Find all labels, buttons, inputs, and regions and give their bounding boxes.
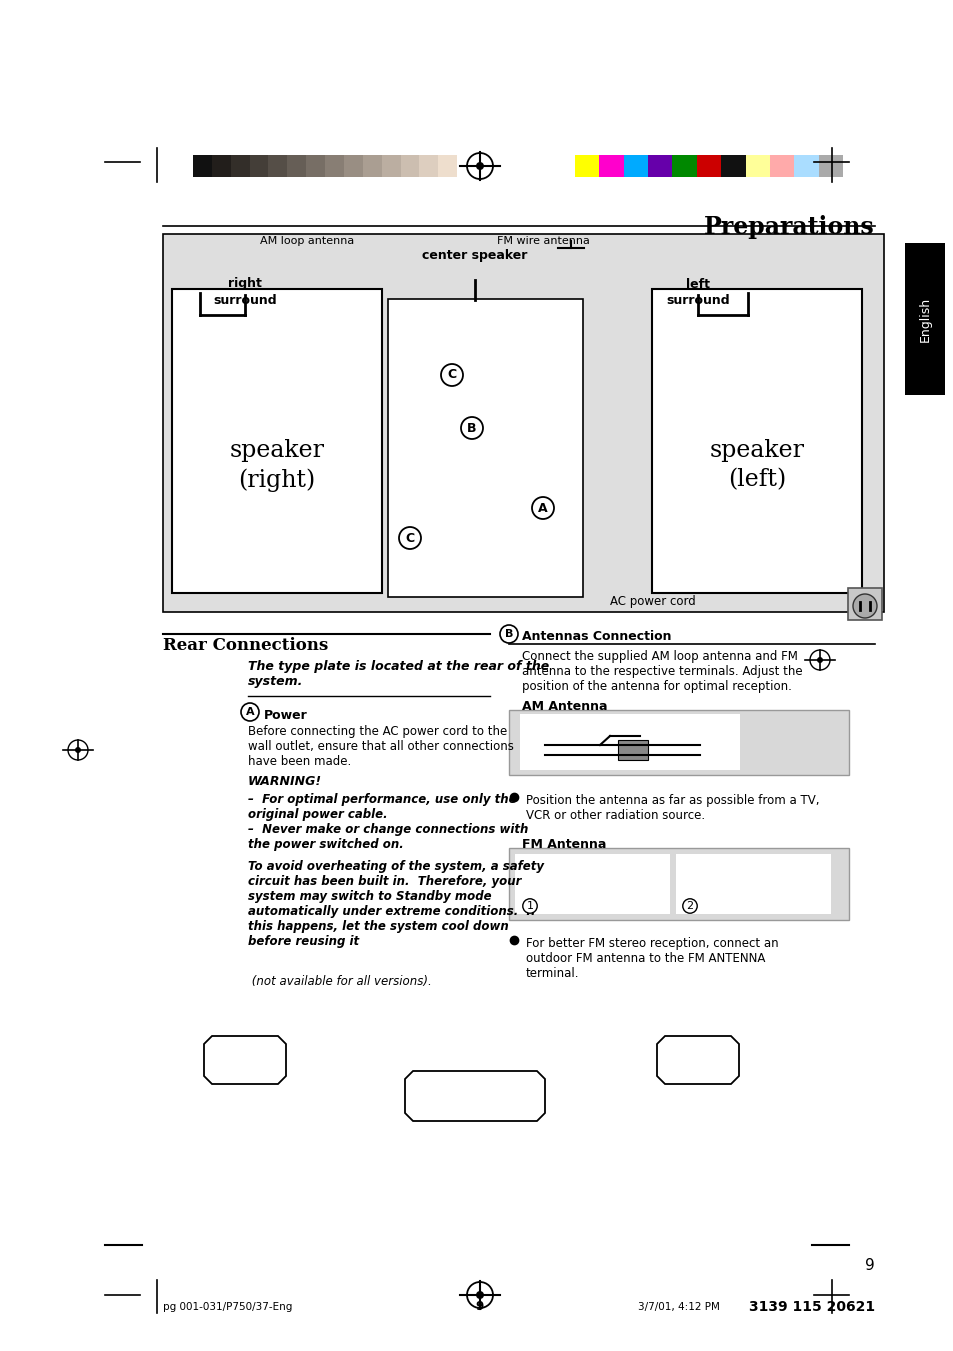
Bar [598,155,623,177]
Bar [769,155,794,177]
Bar [515,854,669,915]
Bar [509,711,848,775]
Text: surround: surround [213,293,276,307]
Bar [847,588,882,620]
Text: Connect the supplied AM loop antenna and FM
antenna to the respective terminals.: Connect the supplied AM loop antenna and… [521,650,801,693]
Bar [456,155,476,177]
Text: (right): (right) [238,469,315,492]
Text: WARNING!: WARNING! [248,775,322,788]
Text: 9: 9 [476,1301,483,1313]
Text: pg 001-031/P750/37-Eng: pg 001-031/P750/37-Eng [163,1302,292,1312]
Bar [163,234,883,612]
Bar [250,155,268,177]
Text: C: C [405,531,415,544]
Text: –  For optimal performance, use only the
original power cable.: – For optimal performance, use only the … [248,793,517,821]
Text: B: B [504,630,513,639]
Text: Before connecting the AC power cord to the
wall outlet, ensure that all other co: Before connecting the AC power cord to t… [248,725,514,767]
Polygon shape [204,1036,286,1084]
Polygon shape [657,1036,739,1084]
Bar [794,155,818,177]
Text: FM wire antenna: FM wire antenna [497,236,589,246]
Bar [381,155,400,177]
Bar [744,155,769,177]
Text: B: B [467,422,476,435]
Bar [268,155,287,177]
Bar [388,299,582,597]
Text: 1: 1 [526,901,533,911]
Polygon shape [405,1071,544,1121]
Text: A: A [537,501,547,515]
Text: AM loop antenna: AM loop antenna [260,236,354,246]
Bar [575,155,598,177]
Text: C: C [447,369,456,381]
Text: To avoid overheating of the system, a safety
circuit has been built in.  Therefo: To avoid overheating of the system, a sa… [248,861,543,948]
Bar [172,289,381,593]
Bar [287,155,306,177]
Bar [519,713,740,770]
Text: left: left [685,277,709,290]
Bar [419,155,437,177]
Text: surround: surround [665,293,729,307]
Text: For better FM stereo reception, connect an
outdoor FM antenna to the FM ANTENNA
: For better FM stereo reception, connect … [525,938,778,979]
Bar [509,848,848,920]
Text: Position the antenna as far as possible from a TV,
VCR or other radiation source: Position the antenna as far as possible … [525,794,819,821]
Text: Antennas Connection: Antennas Connection [521,630,671,643]
Bar [672,155,696,177]
Text: speaker: speaker [230,439,324,462]
Bar [344,155,362,177]
Bar [212,155,231,177]
Text: Power: Power [264,709,308,721]
Bar [193,155,212,177]
Bar [818,155,842,177]
Circle shape [476,1292,483,1300]
Bar [651,289,862,593]
Text: The type plate is located at the rear of the
system.: The type plate is located at the rear of… [248,661,549,688]
Bar [647,155,672,177]
Bar [437,155,456,177]
Text: 3/7/01, 4:12 PM: 3/7/01, 4:12 PM [638,1302,720,1312]
Text: English: English [918,296,930,342]
Bar [623,155,647,177]
Bar [618,740,647,761]
Text: speaker: speaker [709,439,803,462]
Text: (left): (left) [727,469,785,492]
Bar [904,243,944,394]
Text: 2: 2 [686,901,693,911]
Text: center speaker: center speaker [422,249,527,262]
Bar [306,155,325,177]
Text: 9: 9 [864,1258,874,1273]
Circle shape [75,747,81,753]
Text: Preparations: Preparations [703,215,874,239]
Bar [231,155,250,177]
Bar [400,155,419,177]
Text: (not available for all versions).: (not available for all versions). [248,975,432,988]
Bar [325,155,344,177]
Bar [676,854,830,915]
Text: FM Antenna: FM Antenna [521,838,606,851]
Text: –  Never make or change connections with
the power switched on.: – Never make or change connections with … [248,823,528,851]
Text: right: right [228,277,262,290]
Bar [696,155,720,177]
Circle shape [852,594,876,617]
Text: Rear Connections: Rear Connections [163,638,328,654]
Text: AM Antenna: AM Antenna [521,700,607,713]
Text: 3139 115 20621: 3139 115 20621 [748,1300,874,1315]
Circle shape [476,162,483,170]
Bar [362,155,381,177]
Circle shape [816,657,822,663]
Text: AC power cord: AC power cord [609,594,695,608]
Text: A: A [246,707,254,717]
Bar [720,155,744,177]
